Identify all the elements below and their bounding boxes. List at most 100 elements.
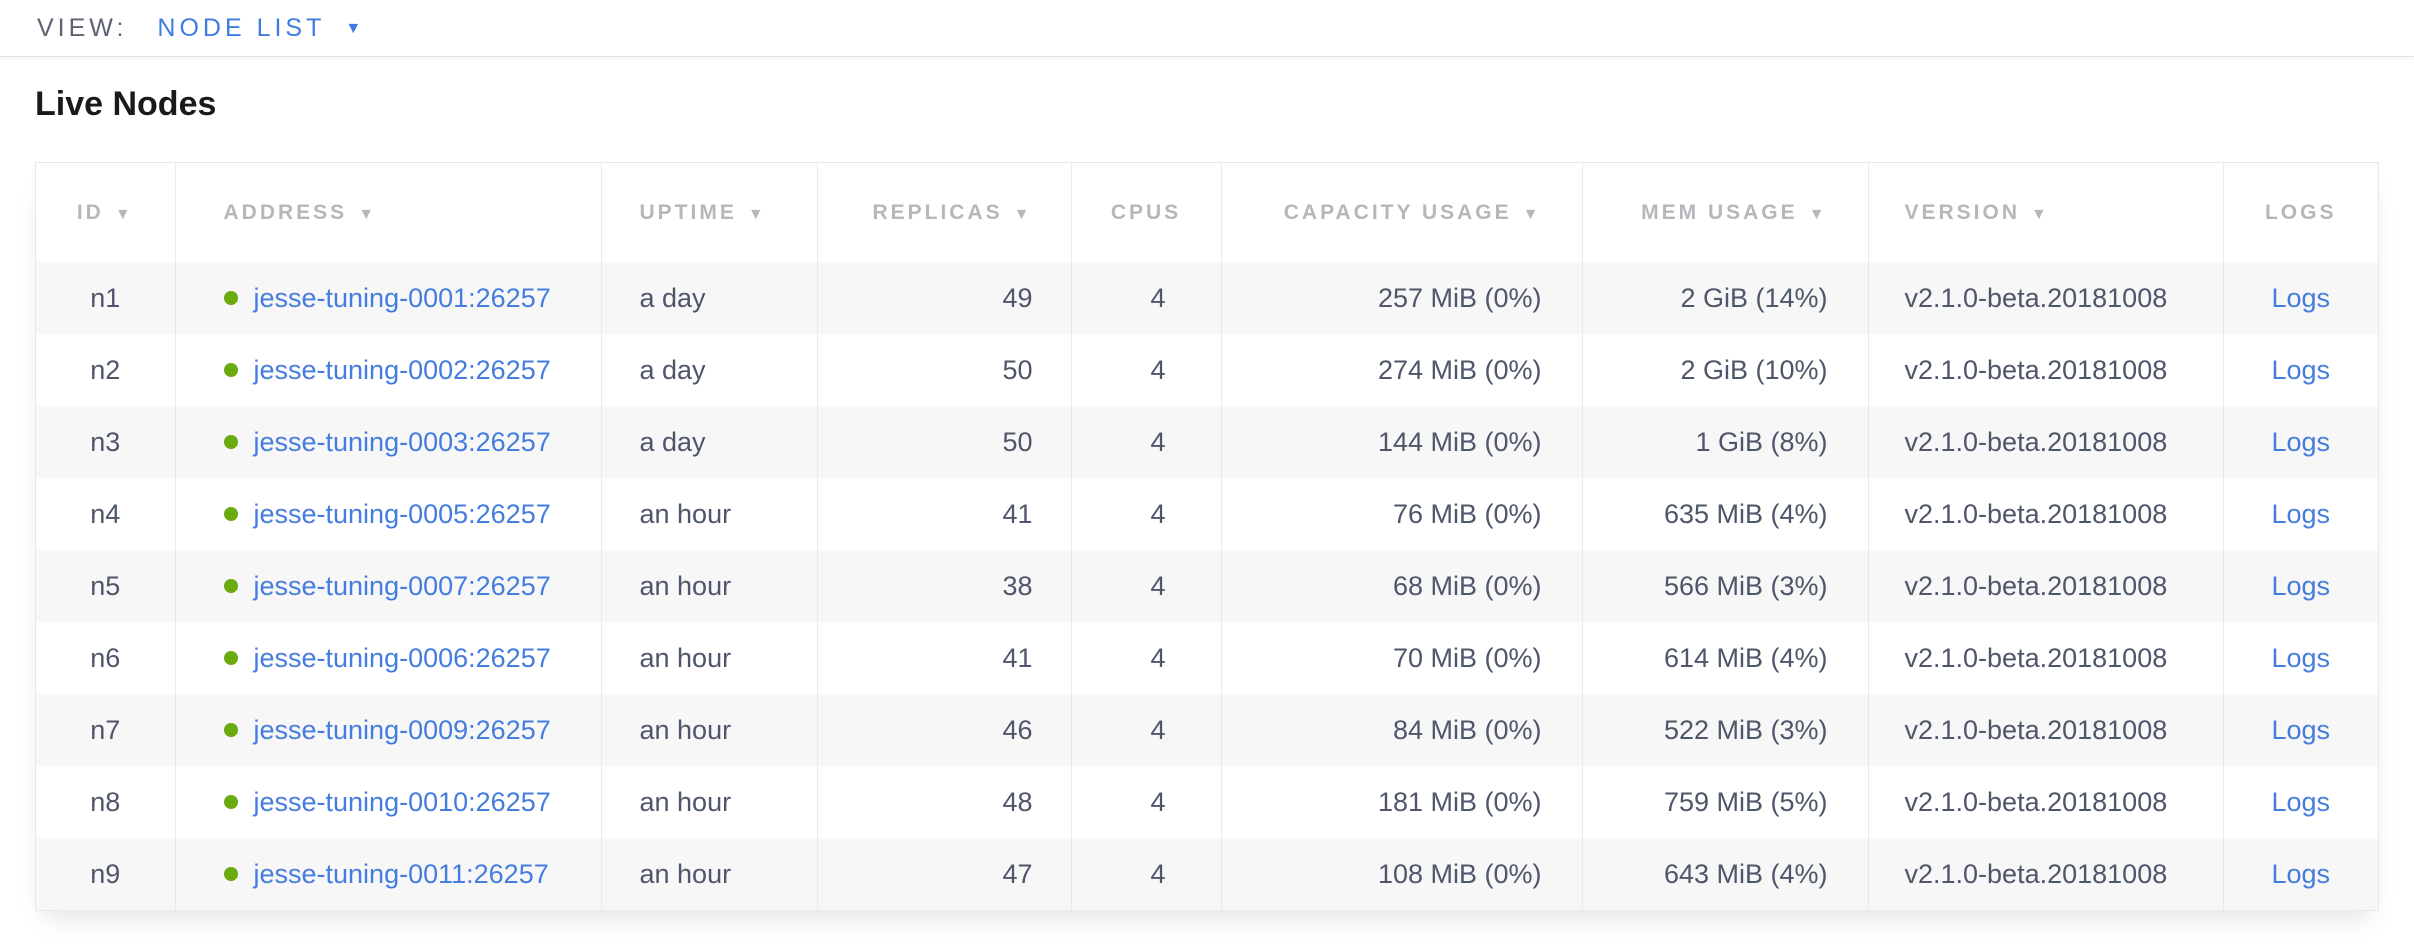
cell-replicas: 48 <box>816 766 1071 838</box>
node-live-status-icon <box>223 291 238 305</box>
logs-link[interactable]: Logs <box>2271 714 2331 745</box>
view-bar: VIEW: NODE LIST ▼ <box>0 0 2414 57</box>
logs-link[interactable]: Logs <box>2271 354 2331 385</box>
node-row-n5: n5 jesse-tuning-0007:26257 an hour 38 4 68 Mi… <box>36 550 2378 622</box>
cell-replicas: 50 <box>816 406 1071 478</box>
cell-uptime: a day <box>600 262 817 334</box>
logs-link[interactable]: Logs <box>2271 426 2331 457</box>
address-link[interactable]: jesse-tuning-0009:26257 <box>253 714 551 745</box>
cell-logs: Logs <box>2222 406 2378 478</box>
cell-mem: 1 GiB (8%) <box>1581 406 1868 478</box>
node-row-n2: n2 jesse-tuning-0002:26257 a day 50 4 274 MiB… <box>36 334 2378 406</box>
live-nodes-table: ID ▼ ADDRESS ▼ UPTIME ▼ REPLICAS ▼ CPUS CAPACITY … <box>36 163 2378 910</box>
cell-logs: Logs <box>2222 838 2378 910</box>
column-header-capacity[interactable]: CAPACITY USAGE ▼ <box>1220 163 1582 262</box>
cell-cpus: 4 <box>1070 766 1221 838</box>
cell-address: jesse-tuning-0001:26257 <box>174 262 601 334</box>
cell-cpus: 4 <box>1070 622 1221 694</box>
cell-capacity: 274 MiB (0%) <box>1220 334 1582 406</box>
cell-logs: Logs <box>2222 334 2378 406</box>
cell-capacity: 257 MiB (0%) <box>1220 262 1582 334</box>
cell-mem: 643 MiB (4%) <box>1581 838 1868 910</box>
cell-cpus: 4 <box>1070 478 1221 550</box>
cell-replicas: 47 <box>816 838 1071 910</box>
view-label: VIEW: <box>37 13 128 42</box>
cell-cpus: 4 <box>1070 406 1221 478</box>
logs-link[interactable]: Logs <box>2271 282 2331 313</box>
column-header-label: ID <box>76 200 104 224</box>
cell-replicas: 46 <box>816 694 1071 766</box>
cell-cpus: 4 <box>1070 262 1221 334</box>
cell-mem: 522 MiB (3%) <box>1581 694 1868 766</box>
cell-capacity: 70 MiB (0%) <box>1220 622 1582 694</box>
cell-logs: Logs <box>2222 622 2378 694</box>
column-header-label: REPLICAS <box>872 200 1003 224</box>
cell-cpus: 4 <box>1070 694 1221 766</box>
column-header-version[interactable]: VERSION ▼ <box>1867 163 2223 262</box>
column-header-label: VERSION <box>1904 200 2021 224</box>
address-link[interactable]: jesse-tuning-0007:26257 <box>253 570 551 601</box>
column-header-id[interactable]: ID ▼ <box>36 163 175 262</box>
cell-capacity: 108 MiB (0%) <box>1220 838 1582 910</box>
cell-mem: 2 GiB (10%) <box>1581 334 1868 406</box>
address-link[interactable]: jesse-tuning-0011:26257 <box>253 858 549 889</box>
cell-logs: Logs <box>2222 766 2378 838</box>
logs-link[interactable]: Logs <box>2271 642 2331 673</box>
cell-id: n5 <box>36 550 175 622</box>
cell-version: v2.1.0-beta.20181008 <box>1867 478 2223 550</box>
cell-id: n4 <box>36 478 175 550</box>
column-header-address[interactable]: ADDRESS ▼ <box>174 163 601 262</box>
cell-uptime: an hour <box>600 766 817 838</box>
column-header-replicas[interactable]: REPLICAS ▼ <box>816 163 1071 262</box>
cell-address: jesse-tuning-0005:26257 <box>174 478 601 550</box>
column-header-mem[interactable]: MEM USAGE ▼ <box>1581 163 1868 262</box>
cell-replicas: 49 <box>816 262 1071 334</box>
cell-id: n7 <box>36 694 175 766</box>
cell-uptime: an hour <box>600 694 817 766</box>
cell-cpus: 4 <box>1070 838 1221 910</box>
cell-capacity: 68 MiB (0%) <box>1220 550 1582 622</box>
node-row-n3: n3 jesse-tuning-0003:26257 a day 50 4 144 MiB… <box>36 406 2378 478</box>
node-row-n8: n8 jesse-tuning-0010:26257 an hour 48 4 181 M… <box>36 766 2378 838</box>
cell-id: n9 <box>36 838 175 910</box>
sort-desc-icon: ▼ <box>114 205 134 223</box>
address-link[interactable]: jesse-tuning-0002:26257 <box>253 354 551 385</box>
cell-capacity: 181 MiB (0%) <box>1220 766 1582 838</box>
cell-version: v2.1.0-beta.20181008 <box>1867 766 2223 838</box>
node-live-status-icon <box>223 579 238 593</box>
sort-desc-icon: ▼ <box>2031 205 2050 223</box>
column-header-label: LOGS <box>2264 200 2337 224</box>
node-row-n4: n4 jesse-tuning-0005:26257 an hour 41 4 76 Mi… <box>36 478 2378 550</box>
cell-logs: Logs <box>2222 550 2378 622</box>
cell-uptime: an hour <box>600 550 817 622</box>
address-link[interactable]: jesse-tuning-0005:26257 <box>253 498 551 529</box>
cell-replicas: 41 <box>816 478 1071 550</box>
address-link[interactable]: jesse-tuning-0010:26257 <box>253 786 551 817</box>
node-live-status-icon <box>223 651 238 665</box>
address-link[interactable]: jesse-tuning-0006:26257 <box>253 642 551 673</box>
cell-replicas: 50 <box>816 334 1071 406</box>
cell-uptime: an hour <box>600 478 817 550</box>
cell-address: jesse-tuning-0010:26257 <box>174 766 601 838</box>
cell-id: n1 <box>36 262 175 334</box>
sort-desc-icon: ▼ <box>1013 205 1033 223</box>
address-link[interactable]: jesse-tuning-0003:26257 <box>253 426 551 457</box>
cell-logs: Logs <box>2222 694 2378 766</box>
view-selector-dropdown[interactable]: NODE LIST ▼ <box>157 14 361 43</box>
column-header-uptime[interactable]: UPTIME ▼ <box>600 163 817 262</box>
logs-link[interactable]: Logs <box>2271 858 2331 889</box>
logs-link[interactable]: Logs <box>2271 786 2331 817</box>
address-link[interactable]: jesse-tuning-0001:26257 <box>253 282 551 313</box>
logs-link[interactable]: Logs <box>2271 570 2331 601</box>
logs-link[interactable]: Logs <box>2271 498 2331 529</box>
cell-version: v2.1.0-beta.20181008 <box>1867 334 2223 406</box>
view-selected-value: NODE LIST <box>157 13 326 42</box>
cell-uptime: an hour <box>600 838 817 910</box>
node-live-status-icon <box>223 507 238 521</box>
cell-version: v2.1.0-beta.20181008 <box>1867 406 2223 478</box>
cell-logs: Logs <box>2222 262 2378 334</box>
node-live-status-icon <box>223 867 238 881</box>
node-live-status-icon <box>223 723 238 737</box>
cell-address: jesse-tuning-0006:26257 <box>174 622 601 694</box>
cell-uptime: an hour <box>600 622 817 694</box>
